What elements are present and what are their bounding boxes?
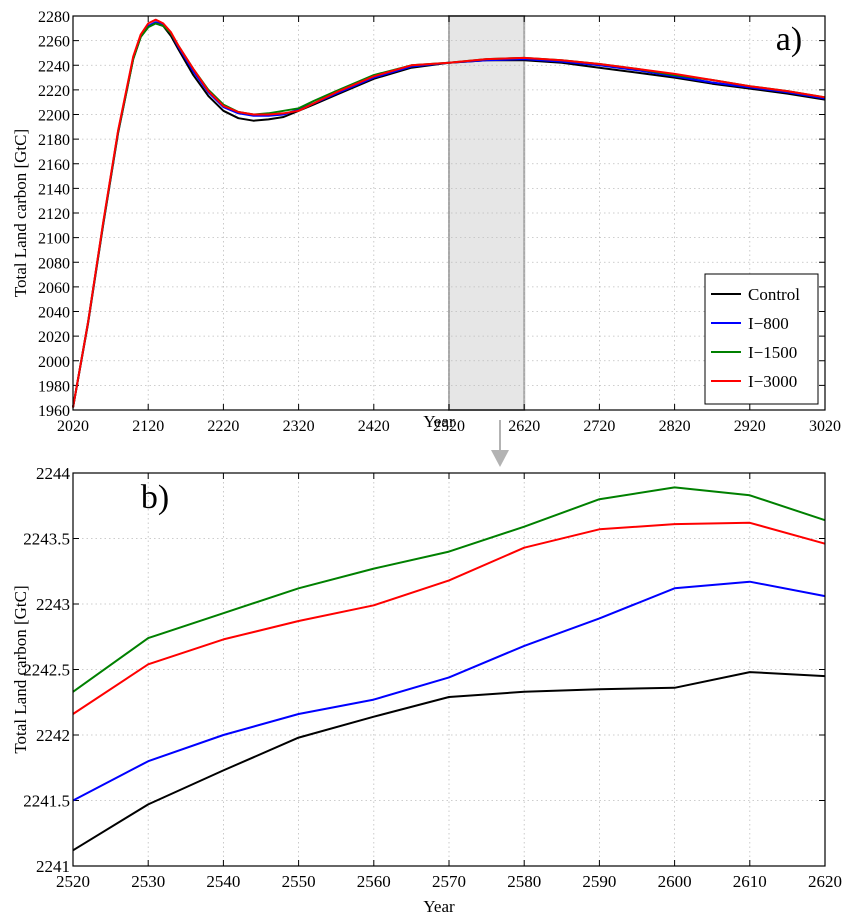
x-tick-label: 2520 (56, 872, 90, 891)
x-tick-label: 2560 (357, 872, 391, 891)
y-tick-label: 2242 (36, 726, 70, 745)
x-tick-label: 2530 (131, 872, 165, 891)
legend: Control I−800 I−1500 I−3000 (704, 273, 819, 405)
y-tick-label: 2020 (38, 329, 70, 346)
chart-panel-b: 2520 2530 2540 2550 2560 2570 2580 2590 2600 2610… (11, 464, 842, 916)
y-tick-label: 2280 (38, 9, 70, 26)
x-tick-label: 2920 (734, 418, 766, 435)
y-tick-label: 2244 (36, 464, 71, 483)
y-tick-label: 2240 (38, 58, 70, 75)
legend-item-label: I−1500 (748, 343, 797, 362)
y-tick-label: 2241 (36, 857, 70, 876)
x-tick-label: 2590 (582, 872, 616, 891)
x-tick-label: 2820 (659, 418, 691, 435)
series-line-control (72, 671, 826, 852)
y-tick-label: 1980 (38, 378, 70, 395)
x-tick-label: 2580 (507, 872, 541, 891)
series-line-i1500 (72, 486, 826, 693)
x-tick-label: 2220 (207, 418, 239, 435)
legend-item-label: I−800 (748, 314, 789, 333)
x-tick-label: 2620 (508, 418, 540, 435)
x-tick-label: 2550 (282, 872, 316, 891)
chart-panel-a: 2020 2120 2220 2320 2420 2520 2620 2720 2820 2920… (11, 9, 841, 435)
x-tick-label: 2720 (583, 418, 615, 435)
y-tick-label: 2241.5 (23, 792, 70, 811)
y-tick-label: 2160 (38, 157, 70, 174)
y-tick-label: 2120 (38, 206, 70, 223)
axes-frame (72, 472, 826, 867)
series-line-i800 (72, 580, 826, 802)
x-tick-label: 2520 (433, 418, 465, 435)
x-tick-label: 2120 (132, 418, 164, 435)
legend-box (704, 273, 819, 405)
y-tick-label: 1960 (38, 403, 70, 420)
x-tick-label: 2620 (808, 872, 842, 891)
arrow-head (491, 450, 509, 467)
x-tick-label: 3020 (809, 418, 841, 435)
y-tick-label: 2260 (38, 34, 70, 51)
x-tick-label: 2020 (57, 418, 89, 435)
zoom-region-highlight (448, 15, 526, 411)
series-line-i3000 (72, 521, 826, 715)
y-tick-label: 2080 (38, 255, 70, 272)
x-tick-label: 2540 (206, 872, 240, 891)
y-tick-label: 2220 (38, 83, 70, 100)
y-tick-label: 2180 (38, 132, 70, 149)
x-tick-label: 2420 (358, 418, 390, 435)
y-axis-label: Total Land carbon [GtC] (11, 585, 30, 753)
x-axis-label: Year (423, 897, 455, 916)
y-tick-label: 2140 (38, 181, 70, 198)
y-tick-label: 2100 (38, 231, 70, 248)
y-tick-label: 2200 (38, 108, 70, 125)
axes-frame (72, 15, 826, 411)
x-axis-label: Year (423, 412, 455, 431)
y-tick-label: 2243.5 (23, 530, 70, 549)
y-tick-label: 2060 (38, 280, 70, 297)
y-tick-label: 2242.5 (23, 661, 70, 680)
y-tick-label: 2000 (38, 354, 70, 371)
legend-item-label: Control (748, 285, 800, 304)
x-tick-label: 2320 (283, 418, 315, 435)
panel-label: a) (776, 21, 802, 58)
y-tick-label: 2243 (36, 595, 70, 614)
x-tick-label: 2570 (432, 872, 466, 891)
zoom-connector-arrow (491, 420, 509, 467)
legend-item-label: I−3000 (748, 372, 797, 391)
x-tick-label: 2610 (733, 872, 767, 891)
y-tick-label: 2040 (38, 305, 70, 322)
panel-label: b) (141, 479, 169, 516)
x-tick-label: 2600 (658, 872, 692, 891)
series-line-i3000 (72, 18, 826, 408)
y-axis-label: Total Land carbon [GtC] (11, 129, 30, 297)
